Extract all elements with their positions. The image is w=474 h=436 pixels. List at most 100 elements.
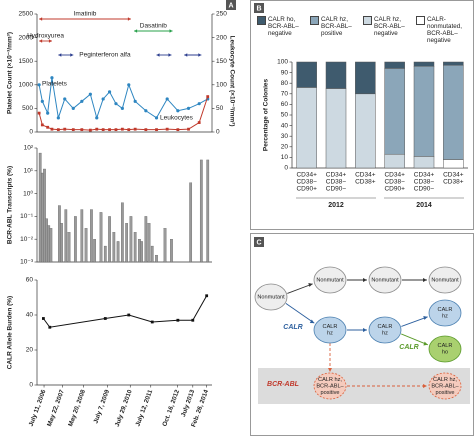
node-label: positive — [321, 390, 340, 396]
bar — [43, 168, 46, 263]
x-tick-label: May 20, 2008 — [67, 388, 87, 427]
data-point — [63, 97, 67, 101]
legend-entry: CALR hz, BCR-ABL–negative — [363, 16, 413, 37]
node-label: BCR-ABL– — [316, 383, 344, 389]
edge-head — [363, 278, 367, 282]
axis-title: BCR-ABL Transcripts (%) — [7, 166, 14, 244]
node-label: ho — [442, 350, 448, 356]
arrow-head — [39, 39, 52, 43]
bar-segment — [296, 61, 317, 88]
y-tick-label: 40 — [281, 122, 289, 129]
x-tick-label: CD34+ — [326, 172, 347, 179]
x-tick-label: July 29, 2010 — [114, 388, 134, 427]
data-point — [120, 127, 124, 131]
data-point — [103, 317, 107, 320]
node-label: CALR hz, — [433, 377, 457, 383]
node — [368, 316, 402, 344]
bar — [99, 212, 103, 263]
node-label: BCR-ABL– — [431, 383, 459, 389]
axis-title: Leukocyte Count (×10⁻³/mm³) — [228, 35, 235, 126]
data-point — [133, 99, 137, 103]
group-label: 2012 — [328, 202, 344, 209]
data-point — [155, 128, 158, 132]
bar — [49, 228, 53, 263]
data-point — [165, 97, 169, 101]
node — [368, 266, 402, 294]
mutation-label: CALR — [283, 324, 302, 331]
y-tick-label: 0 — [284, 165, 288, 172]
bar — [116, 241, 120, 263]
bar-segment — [296, 87, 317, 169]
node-label: hz — [382, 331, 388, 337]
node-label: positive — [436, 390, 455, 396]
node — [254, 283, 288, 311]
node — [428, 372, 462, 400]
data-point — [56, 128, 60, 132]
node-label: Nonmutant — [316, 277, 344, 283]
y-tick-label: 60 — [281, 101, 289, 108]
data-line — [42, 295, 208, 328]
y-tick-label: 1500 — [19, 58, 34, 65]
y-tick-label: 70 — [281, 91, 289, 98]
legend-swatch — [310, 16, 319, 25]
edge-head — [423, 315, 428, 320]
node-label: Nonmutant — [257, 294, 285, 300]
x-tick-label: CD38− — [384, 179, 405, 186]
bar — [199, 159, 203, 263]
data-point — [205, 294, 209, 298]
legend-label: CALR ho, BCR-ABL–negative — [268, 16, 299, 37]
data-point — [95, 116, 99, 120]
data-point — [37, 111, 41, 115]
treatment-label: Dasatinib — [140, 23, 167, 30]
bar-segment — [325, 61, 347, 89]
data-point — [50, 127, 54, 131]
bar-segment — [384, 153, 405, 169]
data-point — [48, 325, 52, 329]
data-point — [40, 123, 44, 127]
edge-head — [423, 341, 428, 346]
data-point — [186, 106, 191, 110]
y-tick-label: 10⁻¹ — [20, 213, 34, 220]
edge-head — [423, 278, 427, 282]
x-tick-label: CD38− — [414, 179, 435, 186]
data-point — [197, 121, 201, 124]
bar-segment — [355, 61, 376, 95]
data-point — [114, 128, 118, 132]
axis-frame — [36, 280, 212, 386]
y-tick-label: 150 — [216, 58, 227, 65]
x-tick-label: CD90− — [414, 186, 435, 193]
x-tick-label: CD38− — [296, 179, 317, 186]
edge-head — [328, 368, 332, 372]
data-point — [95, 127, 99, 131]
data-point — [191, 318, 195, 322]
bar — [163, 228, 167, 263]
y-tick-label: 50 — [281, 112, 289, 119]
bar — [121, 202, 124, 263]
x-tick-label: CD34+ — [355, 172, 376, 179]
x-tick-label: Oct. 16, 2012 — [161, 388, 181, 427]
panel-label: C — [256, 239, 261, 246]
y-tick-label: 20 — [281, 144, 289, 151]
bar — [125, 223, 128, 263]
node-label: Nonmutant — [431, 277, 459, 283]
node — [313, 372, 347, 400]
data-point — [80, 128, 84, 132]
y-tick-label: 60 — [26, 277, 34, 284]
data-point — [197, 102, 201, 106]
edge-head — [308, 283, 313, 287]
axis-frame — [36, 14, 213, 133]
legend-entry: CALR-nonmutated, BCR-ABL–negative — [416, 16, 466, 44]
y-tick-label: 20 — [26, 347, 34, 354]
data-point — [176, 318, 180, 322]
data-point — [176, 109, 180, 113]
bar — [103, 245, 107, 263]
y-tick-label: 10² — [24, 145, 34, 152]
data-point — [88, 128, 92, 132]
legend-swatch — [416, 16, 425, 25]
bar — [112, 232, 116, 263]
legend-entry: CALR hz, BCR-ABL–positive — [310, 16, 360, 37]
arrow-head — [58, 53, 74, 57]
bar-segment — [413, 65, 435, 157]
